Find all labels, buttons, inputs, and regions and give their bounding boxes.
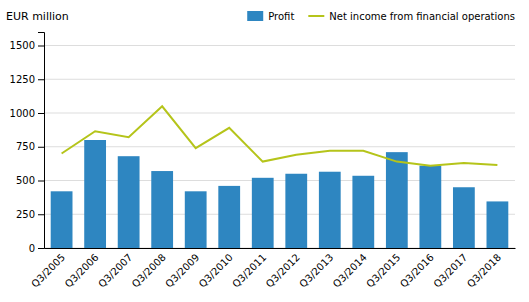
x-tick: Q3/2008 (130, 252, 168, 290)
x-tick: Q3/2006 (63, 252, 101, 290)
x-tick-label: Q3/2018 (465, 252, 503, 290)
x-tick-label: Q3/2006 (63, 252, 101, 290)
grid-line (44, 79, 515, 80)
y-tick: 1000 (10, 108, 44, 119)
line (62, 106, 498, 165)
x-tick-label: Q3/2016 (398, 252, 436, 290)
x-tick: Q3/2017 (431, 252, 469, 290)
x-tick-label: Q3/2005 (29, 252, 67, 290)
y-tick-mark (38, 79, 44, 80)
grid-line (44, 180, 515, 181)
y-tick-label: 1250 (10, 74, 35, 85)
grid-line (44, 146, 515, 147)
grid-line (44, 214, 515, 215)
x-tick-label: Q3/2010 (197, 252, 235, 290)
x-tick: Q3/2012 (264, 252, 302, 290)
legend-label: Net income from financial operations (329, 11, 515, 22)
y-tick: 750 (16, 141, 44, 152)
x-tick-label: Q3/2013 (297, 252, 335, 290)
grid-line (44, 45, 515, 46)
y-tick: 500 (16, 175, 44, 186)
legend: Profit Net income from financial operatio… (247, 11, 515, 22)
bar (487, 201, 509, 248)
grid-line (44, 113, 515, 114)
legend-swatch (247, 11, 263, 21)
bar (352, 176, 374, 248)
x-tick: Q3/2014 (331, 252, 369, 290)
legend-swatch (308, 15, 324, 17)
x-tick: Q3/2007 (96, 252, 134, 290)
bar (386, 152, 408, 248)
y-axis: 0 250 500 750 1000 1250 1500 (10, 33, 45, 254)
y-tick-label: 1000 (10, 108, 35, 119)
y-tick-mark (38, 46, 44, 47)
x-tick: Q3/2013 (297, 252, 335, 290)
bar (252, 178, 274, 248)
legend-item: Net income from financial operations (308, 11, 515, 22)
x-tick-label: Q3/2009 (163, 252, 201, 290)
y-tick: 0 (29, 243, 44, 254)
bar (51, 191, 73, 248)
x-tick-label: Q3/2017 (431, 252, 469, 290)
x-axis: Q3/2005Q3/2006Q3/2007Q3/2008Q3/2009Q3/20… (29, 249, 515, 290)
grid-line (44, 248, 515, 249)
bar-series (51, 140, 509, 248)
x-tick: Q3/2015 (364, 252, 402, 290)
bar (84, 140, 106, 248)
y-tick: 250 (16, 209, 44, 220)
y-tick-mark (38, 181, 44, 182)
x-tick: Q3/2011 (230, 252, 268, 290)
x-tick-label: Q3/2012 (264, 252, 302, 290)
y-tick: 1500 (10, 40, 44, 51)
x-tick: Q3/2009 (163, 252, 201, 290)
y-tick-mark (38, 147, 44, 148)
y-tick-mark (38, 214, 44, 215)
y-tick-label: 0 (29, 243, 35, 254)
bar (419, 166, 441, 248)
x-tick-label: Q3/2014 (331, 252, 369, 290)
bar (453, 187, 475, 248)
plot-area (51, 106, 509, 248)
y-tick-mark (38, 248, 44, 249)
legend-label: Profit (268, 11, 294, 22)
y-tick-label: 750 (16, 141, 35, 152)
x-tick-label: Q3/2011 (230, 252, 268, 290)
x-tick: Q3/2016 (398, 252, 436, 290)
bar (319, 172, 341, 248)
grid (44, 46, 515, 249)
x-tick-label: Q3/2008 (130, 252, 168, 290)
y-axis-title: EUR million (6, 10, 69, 23)
bar (285, 174, 307, 248)
y-tick-label: 250 (16, 209, 35, 220)
x-tick-label: Q3/2015 (364, 252, 402, 290)
x-axis-line (45, 248, 516, 249)
x-tick: Q3/2005 (29, 252, 67, 290)
bar (218, 186, 240, 248)
y-tick-label: 500 (16, 175, 35, 186)
chart: 0250500750100012501500Q3/2005Q3/2006Q3/2… (0, 0, 529, 302)
y-axis-line (38, 33, 45, 249)
x-tick: Q3/2010 (197, 252, 235, 290)
y-tick-label: 1500 (10, 40, 35, 51)
x-tick-label: Q3/2007 (96, 252, 134, 290)
bar (185, 191, 207, 248)
x-tick: Q3/2018 (465, 252, 503, 290)
bar (118, 156, 140, 248)
bar (151, 171, 173, 248)
y-tick: 1250 (10, 74, 44, 85)
legend-item: Profit (247, 11, 294, 22)
y-tick-mark (38, 113, 44, 114)
